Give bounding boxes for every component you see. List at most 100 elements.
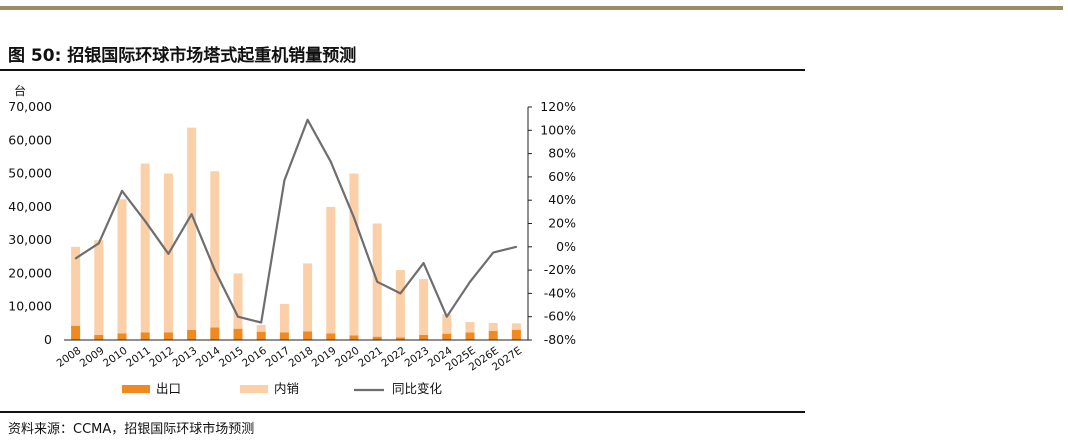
bar-export-2008 bbox=[71, 325, 81, 340]
bar-export-2027E bbox=[511, 330, 521, 340]
bar-export-2020 bbox=[349, 335, 359, 340]
figure-title: 图 50: 招银国际环球市场塔式起重机销量预测 bbox=[8, 46, 357, 66]
bar-export-2019 bbox=[326, 333, 336, 340]
point-yoy-2026E bbox=[492, 251, 495, 254]
point-yoy-2014 bbox=[214, 269, 216, 271]
bar-domestic-2017 bbox=[279, 304, 289, 333]
x-tick-label: 2020 bbox=[333, 345, 362, 370]
point-yoy-2025E bbox=[469, 280, 471, 283]
y-right-tick-label: 40% bbox=[548, 192, 576, 207]
y-unit-label: 台 bbox=[14, 83, 26, 98]
point-yoy-2012 bbox=[167, 252, 170, 255]
bar-domestic-2022 bbox=[395, 270, 405, 338]
point-yoy-2010 bbox=[121, 190, 123, 192]
bar-domestic-2024 bbox=[442, 314, 452, 334]
point-yoy-2013 bbox=[190, 213, 193, 215]
x-tick-label: 2016 bbox=[240, 344, 269, 369]
source-note: 资料来源：CCMA，招银国际环球市场预测 bbox=[8, 422, 255, 437]
x-tick-label: 2009 bbox=[78, 345, 107, 370]
point-yoy-2020 bbox=[353, 216, 355, 219]
y-right-tick-label: 60% bbox=[548, 169, 576, 184]
bar-export-2018 bbox=[303, 331, 313, 340]
bar-domestic-2018 bbox=[303, 263, 313, 332]
point-yoy-2009 bbox=[98, 242, 100, 245]
point-yoy-2023 bbox=[422, 262, 425, 264]
x-tick-label: 2017 bbox=[263, 345, 292, 370]
bar-domestic-2016 bbox=[256, 325, 266, 332]
bar-domestic-2013 bbox=[187, 127, 197, 331]
y-left-tick-label: 70,000 bbox=[8, 99, 52, 114]
bar-domestic-2026E bbox=[488, 323, 498, 332]
point-yoy-2011 bbox=[144, 220, 146, 222]
bar-export-2022 bbox=[395, 337, 405, 340]
y-left-tick-label: 60,000 bbox=[8, 132, 52, 147]
bar-domestic-2015 bbox=[233, 273, 243, 329]
bar-export-2012 bbox=[163, 332, 173, 340]
y-right-tick-label: -40% bbox=[544, 285, 576, 300]
y-left-tick-label: 50,000 bbox=[8, 166, 52, 181]
y-right-tick-label: -60% bbox=[544, 309, 576, 324]
bar-export-2015 bbox=[233, 328, 243, 340]
y-right-tick-label: 100% bbox=[540, 122, 576, 137]
y-left-tick-label: 0 bbox=[44, 332, 52, 347]
x-tick-label: 2023 bbox=[403, 345, 432, 370]
point-yoy-2027E bbox=[515, 246, 518, 248]
x-tick-label: 2013 bbox=[171, 345, 200, 370]
y-left-tick-label: 20,000 bbox=[8, 265, 52, 280]
bar-domestic-2027E bbox=[511, 323, 521, 331]
y-right-tick-label: 80% bbox=[548, 146, 576, 161]
point-yoy-2022 bbox=[399, 292, 402, 295]
title-underline bbox=[0, 69, 805, 71]
y-left-tick-label: 40,000 bbox=[8, 199, 52, 214]
bar-export-2017 bbox=[279, 332, 289, 340]
top-decorative-rule bbox=[0, 6, 1063, 10]
y-left-tick-label: 30,000 bbox=[8, 232, 52, 247]
bar-export-2014 bbox=[210, 327, 220, 340]
source-divider bbox=[0, 411, 805, 413]
bar-domestic-2008 bbox=[71, 246, 81, 326]
bar-domestic-2020 bbox=[349, 173, 359, 336]
bar-export-2011 bbox=[140, 332, 150, 340]
y-right-tick-label: -20% bbox=[544, 262, 576, 277]
x-tick-label: 2022 bbox=[379, 345, 408, 370]
y-right-tick-label: -80% bbox=[544, 332, 576, 347]
point-yoy-2024 bbox=[446, 315, 448, 318]
bar-export-2026E bbox=[488, 331, 498, 340]
legend-label-export: 出口 bbox=[156, 381, 181, 396]
x-tick-label: 2010 bbox=[101, 345, 130, 370]
y-right-tick-label: 20% bbox=[548, 216, 576, 231]
bar-export-2009 bbox=[94, 335, 104, 340]
x-tick-label: 2015 bbox=[217, 345, 246, 370]
bar-domestic-2014 bbox=[210, 171, 220, 328]
bar-export-2025E bbox=[465, 332, 475, 340]
bar-export-2013 bbox=[187, 330, 197, 340]
x-tick-label: 2011 bbox=[124, 345, 153, 370]
point-yoy-2018 bbox=[306, 119, 309, 121]
x-tick-label: 2018 bbox=[287, 345, 316, 370]
legend-swatch-domestic bbox=[240, 385, 268, 393]
x-tick-label: 2021 bbox=[356, 345, 385, 370]
point-yoy-2015 bbox=[237, 315, 239, 318]
legend-label-yoy: 同比变化 bbox=[392, 381, 443, 396]
x-tick-label: 2012 bbox=[147, 345, 176, 370]
bar-domestic-2023 bbox=[419, 279, 429, 336]
legend-label-domestic: 内销 bbox=[274, 381, 299, 396]
bar-domestic-2009 bbox=[94, 240, 104, 336]
y-left-tick-label: 10,000 bbox=[8, 299, 52, 314]
point-yoy-2017 bbox=[283, 179, 286, 182]
bar-domestic-2010 bbox=[117, 199, 127, 334]
y-right-tick-label: 0% bbox=[556, 239, 576, 254]
bar-domestic-2019 bbox=[326, 206, 336, 334]
bar-domestic-2011 bbox=[140, 163, 150, 333]
point-yoy-2008 bbox=[74, 257, 77, 260]
x-tick-label: 2014 bbox=[194, 344, 223, 369]
bar-export-2010 bbox=[117, 333, 127, 340]
tower-crane-sales-chart: 台 0 10,000 20,000 30,000 40,000 50,000 60,000 7… bbox=[8, 83, 576, 396]
y-right-tick-label: 120% bbox=[540, 99, 576, 114]
bar-export-2023 bbox=[419, 335, 429, 340]
x-tick-label: 2019 bbox=[310, 345, 339, 370]
legend-swatch-export bbox=[122, 385, 150, 393]
bar-export-2016 bbox=[256, 331, 266, 340]
point-yoy-2021 bbox=[376, 280, 379, 283]
bar-domestic-2025E bbox=[465, 322, 475, 333]
